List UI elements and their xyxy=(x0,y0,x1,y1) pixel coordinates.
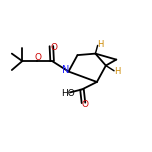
Text: H: H xyxy=(97,40,104,49)
Text: H: H xyxy=(114,67,121,76)
Text: N: N xyxy=(62,65,70,75)
Text: O: O xyxy=(51,43,58,52)
Text: O: O xyxy=(35,53,42,62)
Text: HO: HO xyxy=(61,89,75,98)
Text: O: O xyxy=(81,100,88,109)
